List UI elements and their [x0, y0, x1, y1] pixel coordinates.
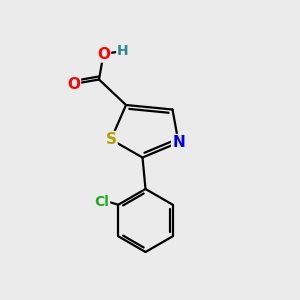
Text: S: S: [106, 132, 116, 147]
Text: N: N: [172, 135, 185, 150]
Text: H: H: [117, 44, 129, 58]
Text: O: O: [97, 46, 110, 62]
Text: Cl: Cl: [94, 195, 109, 209]
Text: O: O: [67, 76, 80, 92]
